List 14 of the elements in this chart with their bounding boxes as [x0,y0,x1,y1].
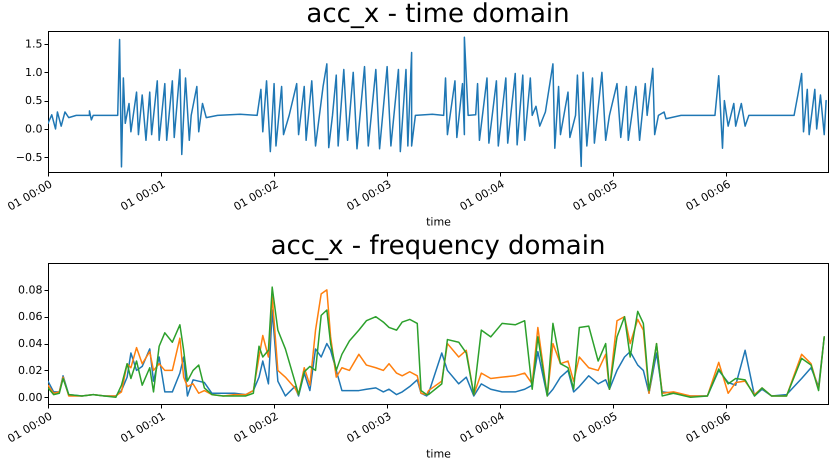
y-tick-label: 0.02 [18,364,42,377]
x-axis-title: time [426,448,452,461]
y-tick-label: 0.00 [18,390,42,404]
y-tick-label: 1.0 [25,66,42,79]
y-tick-label: 0.5 [25,94,42,108]
y-tick-label: 0.0 [25,122,42,136]
chart-title: acc_x - frequency domain [270,231,606,261]
y-tick-label: −0.5 [16,150,42,164]
chart-title: acc_x - time domain [306,0,570,29]
y-tick-label: 0.06 [18,310,42,324]
x-axis-title: time [426,216,452,229]
y-tick-label: 0.08 [18,283,42,296]
y-tick-label: 1.5 [25,38,42,51]
y-tick-label: 0.04 [18,337,42,350]
